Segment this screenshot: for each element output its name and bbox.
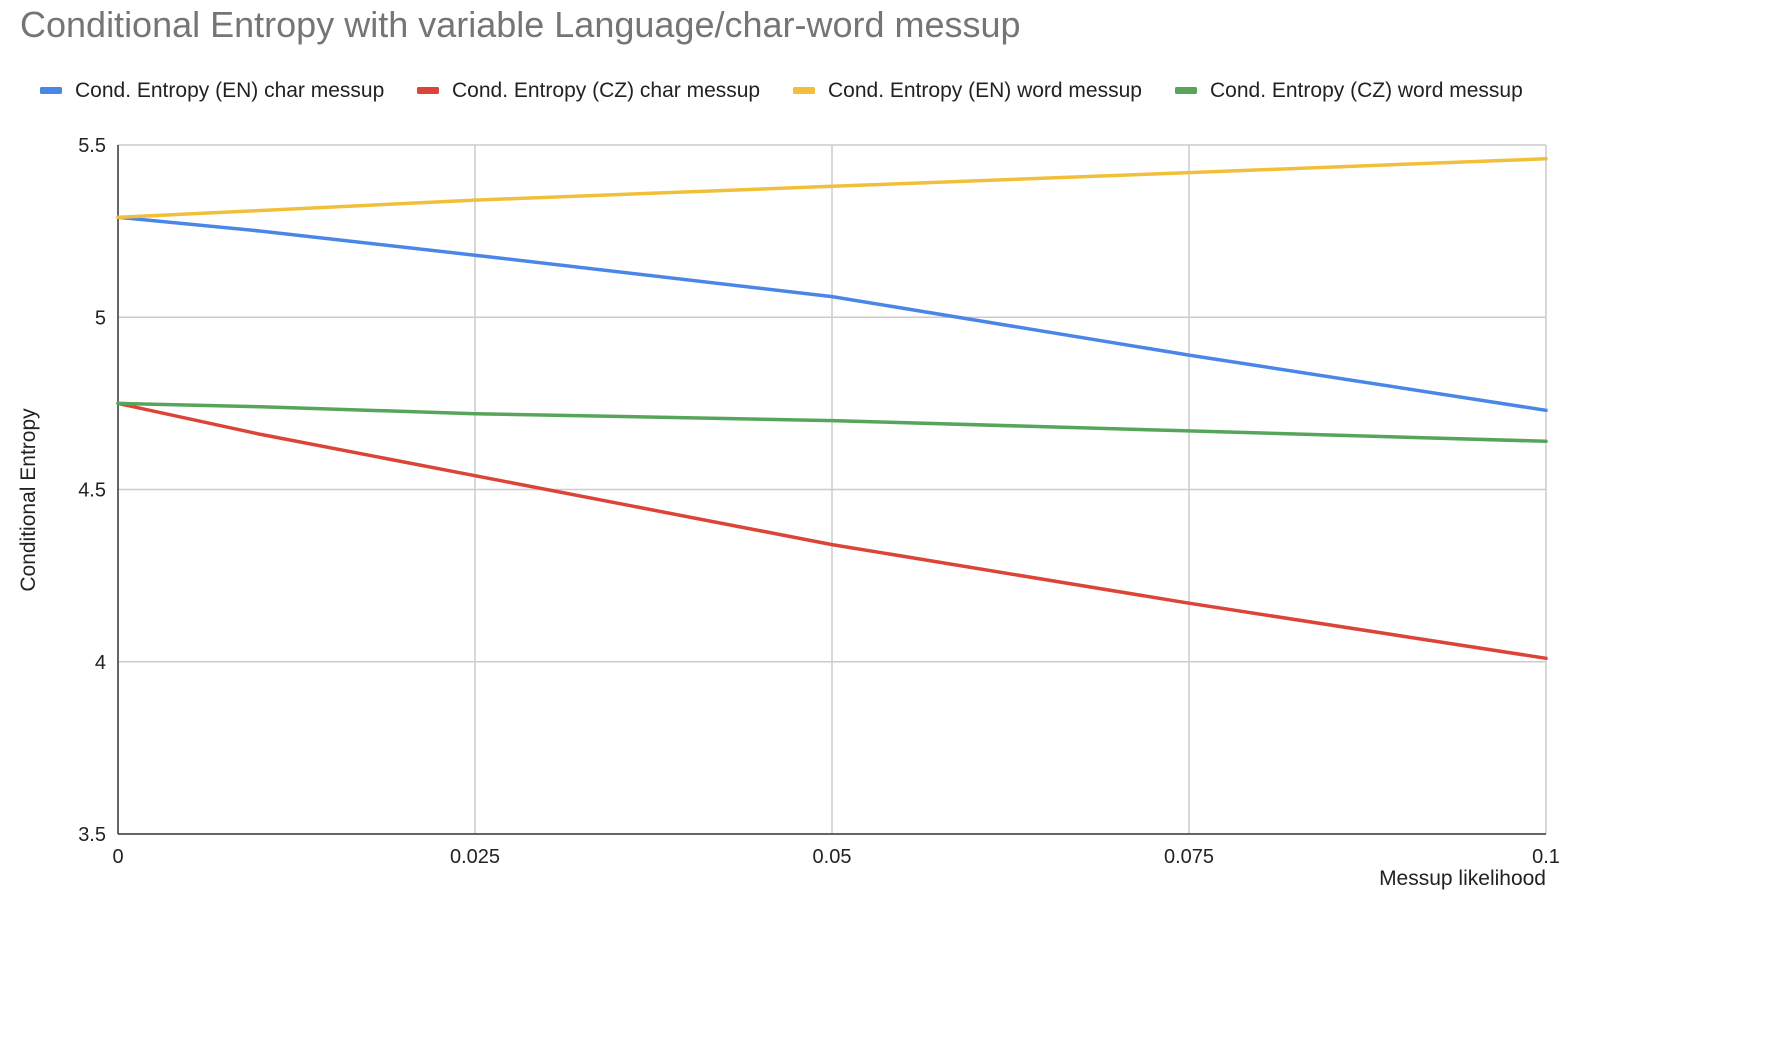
- series-line-cond-entropy-en-word-messup: [116, 157, 1548, 220]
- axes: [117, 145, 1546, 835]
- series-lines: [116, 157, 1548, 661]
- y-tick-label: 3.5: [78, 824, 106, 846]
- x-tick-label: 0: [112, 846, 123, 868]
- legend-label: Cond. Entropy (EN) char messup: [75, 79, 384, 102]
- x-axis-title: Messup likelihood: [1379, 867, 1546, 890]
- legend-swatch: [793, 87, 815, 94]
- x-tick-label: 0.075: [1164, 846, 1214, 868]
- legend-label: Cond. Entropy (EN) word messup: [828, 79, 1142, 102]
- series-line-cond-entropy-en-char-messup: [116, 215, 1548, 413]
- chart-title: Conditional Entropy with variable Langua…: [20, 4, 1021, 45]
- series-line-cond-entropy-cz-word-messup: [116, 401, 1548, 444]
- x-tick-label: 0.05: [813, 846, 852, 868]
- legend-swatch: [40, 87, 62, 94]
- legend-label: Cond. Entropy (CZ) word messup: [1210, 79, 1523, 102]
- legend-swatch: [1175, 87, 1197, 94]
- legend: Cond. Entropy (EN) char messup Cond. Entr…: [40, 79, 1523, 102]
- y-tick-label: 4.5: [78, 480, 106, 502]
- legend-swatch: [417, 87, 439, 94]
- y-tick-label: 5.5: [78, 135, 106, 157]
- y-tick-label: 4: [95, 652, 106, 674]
- tick-labels: 3.5 4 4.5 5 5.5 0 0.025 0.05 0.075 0.1: [78, 135, 1560, 868]
- y-tick-label: 5: [95, 307, 106, 329]
- series-line-cond-entropy-cz-char-messup: [116, 401, 1548, 661]
- gridlines: [118, 144, 1547, 834]
- x-tick-label: 0.025: [450, 846, 500, 868]
- y-axis-title: Conditional Entropy: [17, 408, 40, 592]
- legend-label: Cond. Entropy (CZ) char messup: [452, 79, 760, 102]
- x-tick-label: 0.1: [1532, 846, 1560, 868]
